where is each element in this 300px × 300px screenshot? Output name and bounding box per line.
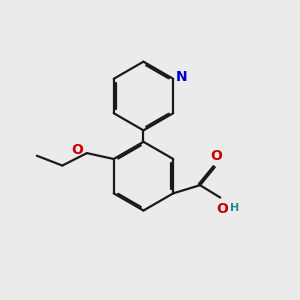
Text: N: N bbox=[176, 70, 187, 84]
Text: O: O bbox=[216, 202, 228, 215]
Text: H: H bbox=[230, 203, 240, 214]
Text: O: O bbox=[210, 149, 222, 163]
Text: O: O bbox=[71, 143, 83, 158]
